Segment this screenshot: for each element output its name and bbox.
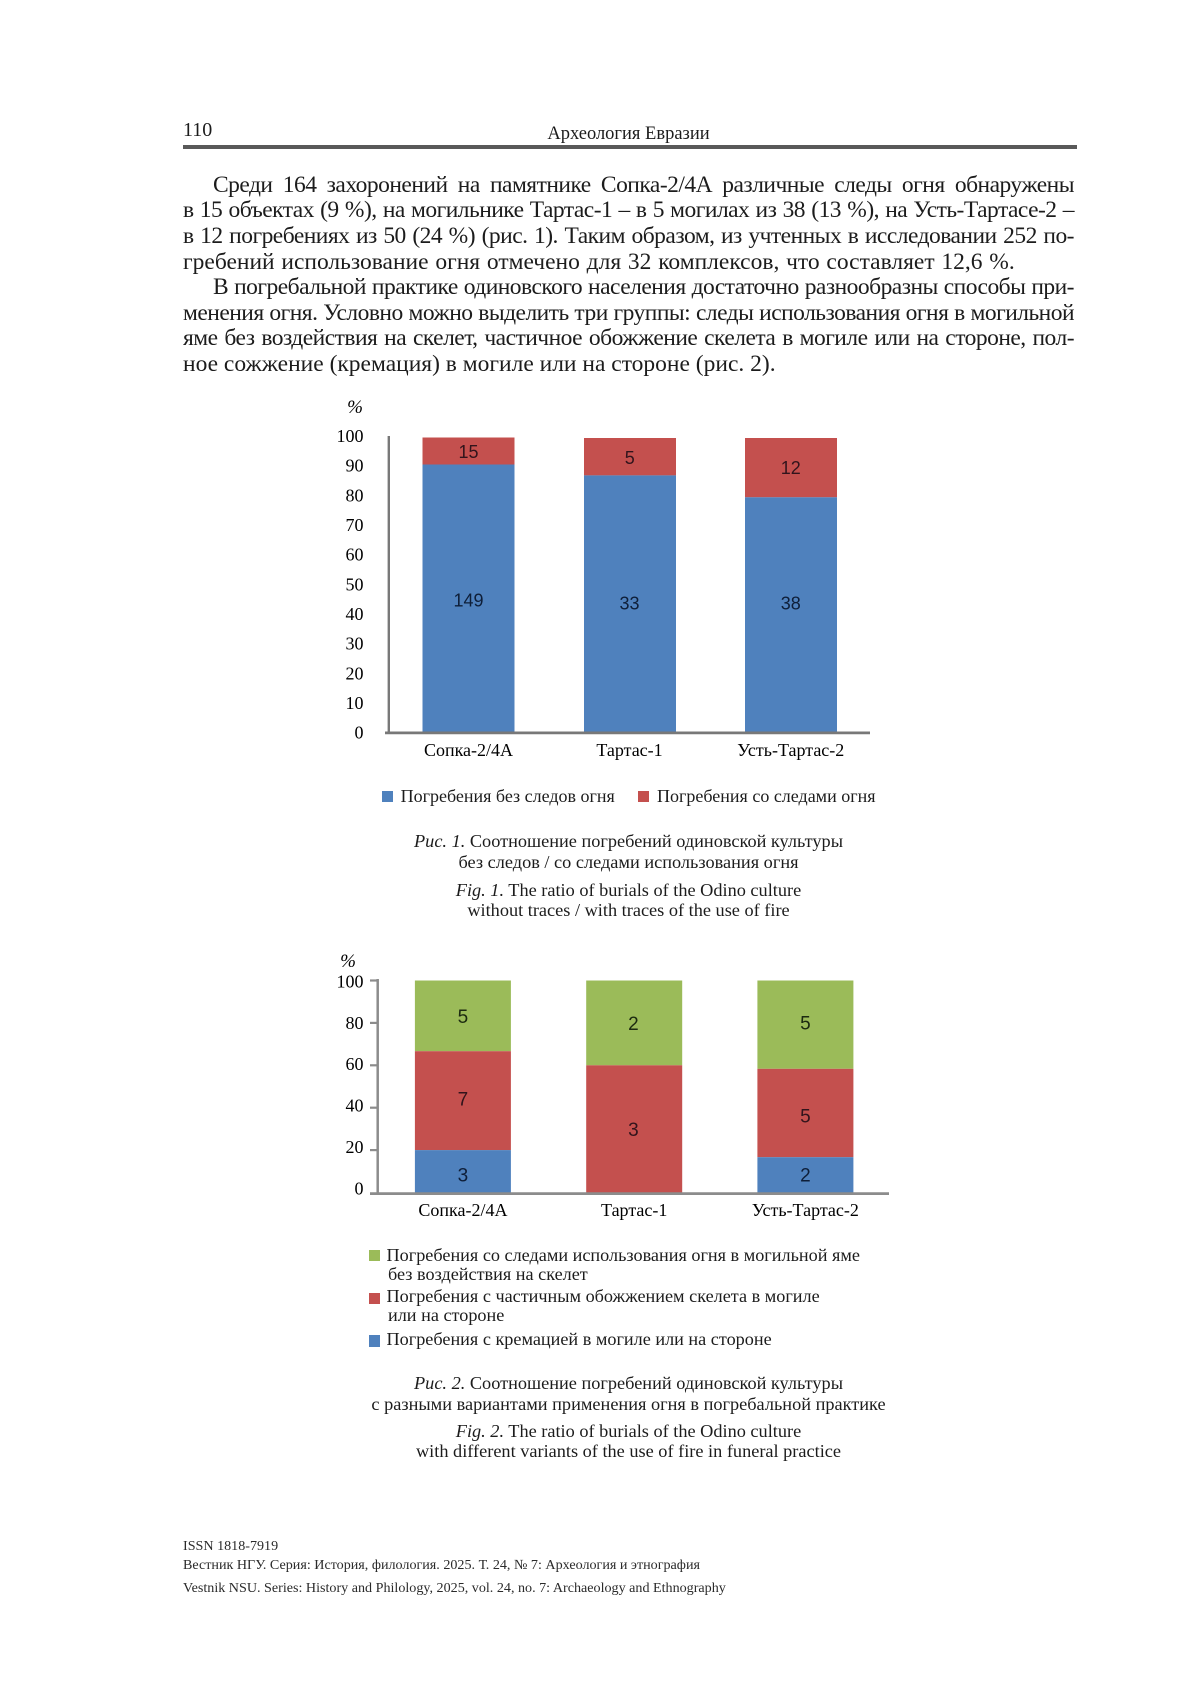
svg-text:5: 5 (800, 1107, 811, 1128)
svg-text:2: 2 (800, 1165, 811, 1186)
svg-text:12: 12 (781, 458, 801, 478)
svg-text:0: 0 (355, 723, 364, 743)
svg-text:5: 5 (458, 1007, 469, 1028)
svg-text:40: 40 (346, 1096, 364, 1116)
svg-text:20: 20 (346, 663, 364, 683)
svg-text:Усть-Тартас-2: Усть-Тартас-2 (752, 1200, 859, 1220)
svg-text:Тартас-1: Тартас-1 (601, 1200, 667, 1220)
svg-text:Тартас-1: Тартас-1 (596, 740, 662, 760)
svg-text:3: 3 (458, 1166, 469, 1187)
svg-text:%: % (340, 951, 356, 972)
svg-text:30: 30 (346, 634, 364, 654)
svg-text:90: 90 (346, 456, 364, 476)
svg-text:20: 20 (346, 1137, 364, 1157)
svg-text:38: 38 (781, 594, 801, 614)
svg-text:3: 3 (628, 1120, 639, 1141)
svg-text:80: 80 (346, 485, 364, 505)
svg-text:%: % (347, 397, 363, 418)
svg-text:149: 149 (453, 591, 483, 611)
svg-text:Сопка-2/4А: Сопка-2/4А (418, 1200, 507, 1220)
svg-text:60: 60 (346, 1054, 364, 1074)
svg-text:5: 5 (800, 1013, 811, 1034)
svg-text:Сопка-2/4А: Сопка-2/4А (424, 740, 513, 760)
svg-text:50: 50 (346, 574, 364, 594)
svg-text:5: 5 (625, 448, 635, 468)
svg-text:15: 15 (458, 442, 478, 462)
svg-text:7: 7 (458, 1090, 469, 1111)
svg-text:2: 2 (628, 1014, 639, 1035)
svg-text:Усть-Тартас-2: Усть-Тартас-2 (737, 740, 844, 760)
svg-text:10: 10 (346, 693, 364, 713)
svg-text:100: 100 (337, 971, 364, 991)
svg-text:0: 0 (355, 1178, 364, 1198)
svg-text:70: 70 (346, 515, 364, 535)
svg-text:80: 80 (346, 1013, 364, 1033)
svg-text:40: 40 (346, 604, 364, 624)
svg-text:100: 100 (337, 426, 364, 446)
svg-text:60: 60 (346, 545, 364, 565)
svg-text:33: 33 (619, 594, 639, 614)
